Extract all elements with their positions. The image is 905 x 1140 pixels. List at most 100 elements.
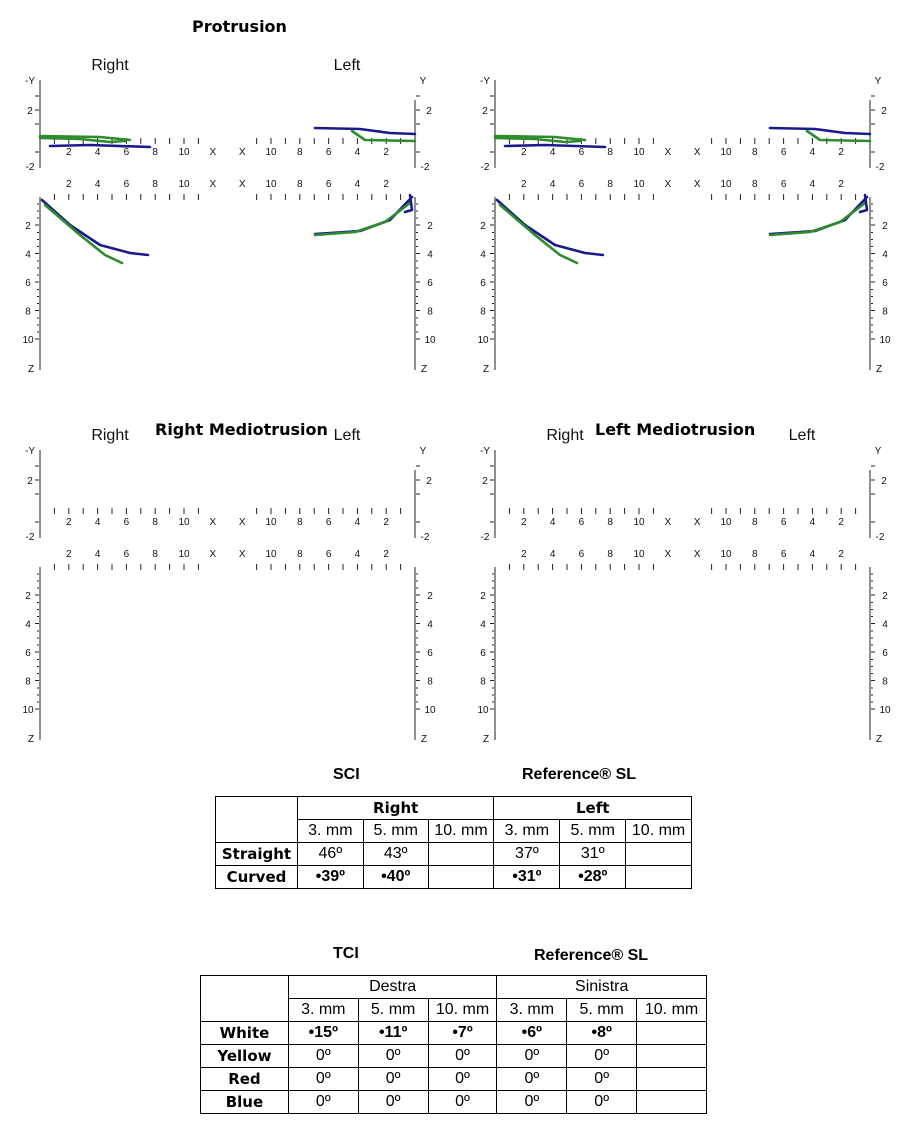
- sci-cell: 43º: [362, 842, 429, 866]
- trace-blue: [768, 126, 872, 136]
- x-axis-label: X: [209, 517, 216, 528]
- tick-label: 6: [124, 517, 130, 528]
- sci-row-curved: Curved •39º •40º •31º •28º: [215, 865, 692, 889]
- panel-label-right: Right: [91, 427, 129, 444]
- tick-label: 2: [426, 476, 432, 487]
- z-axis-label: Z: [28, 734, 34, 745]
- tick-label: 2: [838, 147, 844, 158]
- tick-label: 4: [810, 549, 816, 560]
- x-axis-label: X: [239, 517, 246, 528]
- trace-green: [38, 136, 127, 144]
- sci-corner-cell: [215, 796, 298, 843]
- tick-label: 8: [152, 517, 158, 528]
- sci-group-header-row: Right Left: [215, 796, 692, 843]
- tci-cell: [636, 1067, 707, 1091]
- sci-title: SCI: [333, 766, 360, 783]
- z-axis-label: Z: [483, 364, 489, 375]
- trace-blue: [40, 198, 150, 257]
- tick-label: 4: [810, 147, 816, 158]
- tick-label: 6: [124, 179, 130, 190]
- tick-label: 4: [427, 250, 433, 261]
- tci-cell: 0º: [357, 1044, 429, 1068]
- tick-label: 10: [265, 549, 277, 560]
- sci-group-right: Right: [296, 796, 495, 820]
- tci-col-header: 5. mm: [566, 998, 638, 1022]
- y-axis-label: Y: [420, 76, 427, 87]
- tick-label: 6: [781, 549, 787, 560]
- tick-label: 6: [781, 517, 787, 528]
- tick-label: 8: [152, 179, 158, 190]
- tick-label: -2: [421, 532, 430, 543]
- tick-label: 10: [424, 705, 436, 716]
- tick-label: 10: [178, 179, 190, 190]
- tick-label: 10: [178, 517, 190, 528]
- tci-col-header: 3. mm: [287, 998, 359, 1022]
- tick-label: 4: [810, 517, 816, 528]
- sci-cell: •39º: [296, 865, 364, 889]
- z-axis-label: Z: [28, 364, 34, 375]
- tick-label: 4: [427, 620, 433, 631]
- z-axis-label: Z: [876, 364, 882, 375]
- tick-label: 6: [781, 147, 787, 158]
- x-axis-label: X: [239, 549, 246, 560]
- tick-label: 10: [633, 517, 645, 528]
- tick-label: 8: [752, 179, 758, 190]
- tick-label: 6: [579, 179, 585, 190]
- tick-label: 8: [297, 517, 303, 528]
- trace-green: [38, 134, 132, 142]
- tick-label: 8: [25, 307, 31, 318]
- sci-row-label: Straight: [215, 842, 298, 866]
- y-axis-label: Y: [875, 76, 882, 87]
- panel-label-right: Right: [91, 57, 129, 74]
- sci-cell: [625, 865, 692, 889]
- tick-label: 6: [579, 549, 585, 560]
- tick-label: 8: [427, 307, 433, 318]
- tick-label: 4: [355, 517, 361, 528]
- sci-cell: [427, 865, 495, 889]
- tick-label: 8: [297, 147, 303, 158]
- tick-label: 8: [752, 147, 758, 158]
- x-axis-label: X: [664, 517, 671, 528]
- tci-cell: 0º: [566, 1044, 638, 1068]
- tick-label: 8: [752, 549, 758, 560]
- tick-label: 2: [25, 221, 31, 232]
- tick-label: 6: [480, 648, 486, 659]
- tick-label: 8: [480, 307, 486, 318]
- sci-col-header: 5. mm: [559, 819, 627, 843]
- tick-label: 2: [426, 106, 432, 117]
- tick-label: 2: [521, 147, 527, 158]
- tick-label: 4: [550, 179, 556, 190]
- z-axis-label: Z: [421, 364, 427, 375]
- x-axis-label: X: [694, 179, 701, 190]
- tick-label: 8: [607, 549, 613, 560]
- tick-label: 2: [881, 476, 887, 487]
- tick-label: 6: [25, 648, 31, 659]
- tick-label: 2: [480, 591, 486, 602]
- tick-label: -2: [26, 162, 35, 173]
- tick-label: 2: [27, 106, 33, 117]
- tci-row-label: Red: [200, 1067, 289, 1091]
- tick-label: 4: [355, 147, 361, 158]
- x-axis-label: X: [239, 179, 246, 190]
- tick-label: 10: [720, 179, 732, 190]
- tci-cell: 0º: [427, 1067, 498, 1091]
- tci-cell: 0º: [427, 1090, 498, 1114]
- sci-group-left: Left: [493, 796, 692, 820]
- tick-label: 2: [27, 476, 33, 487]
- y-axis-label: -Y: [480, 446, 490, 457]
- tick-label: 10: [720, 549, 732, 560]
- tci-col-header: 10. mm: [636, 998, 707, 1022]
- y-axis-label: -Y: [25, 76, 35, 87]
- trace-green: [493, 134, 587, 142]
- tci-cell: 0º: [357, 1090, 429, 1114]
- tick-label: 8: [882, 307, 888, 318]
- z-axis-label: Z: [876, 734, 882, 745]
- sci-cell: •31º: [493, 865, 561, 889]
- tick-label: 10: [22, 705, 34, 716]
- sci-cell: [625, 842, 692, 866]
- tci-column-header-row: 3. mm 5. mm 10. mm 3. mm 5. mm 10. mm: [201, 998, 707, 1022]
- tci-corner-cell: [200, 975, 289, 1022]
- tick-label: 6: [124, 549, 130, 560]
- tick-label: -2: [481, 162, 490, 173]
- tick-label: 2: [66, 517, 72, 528]
